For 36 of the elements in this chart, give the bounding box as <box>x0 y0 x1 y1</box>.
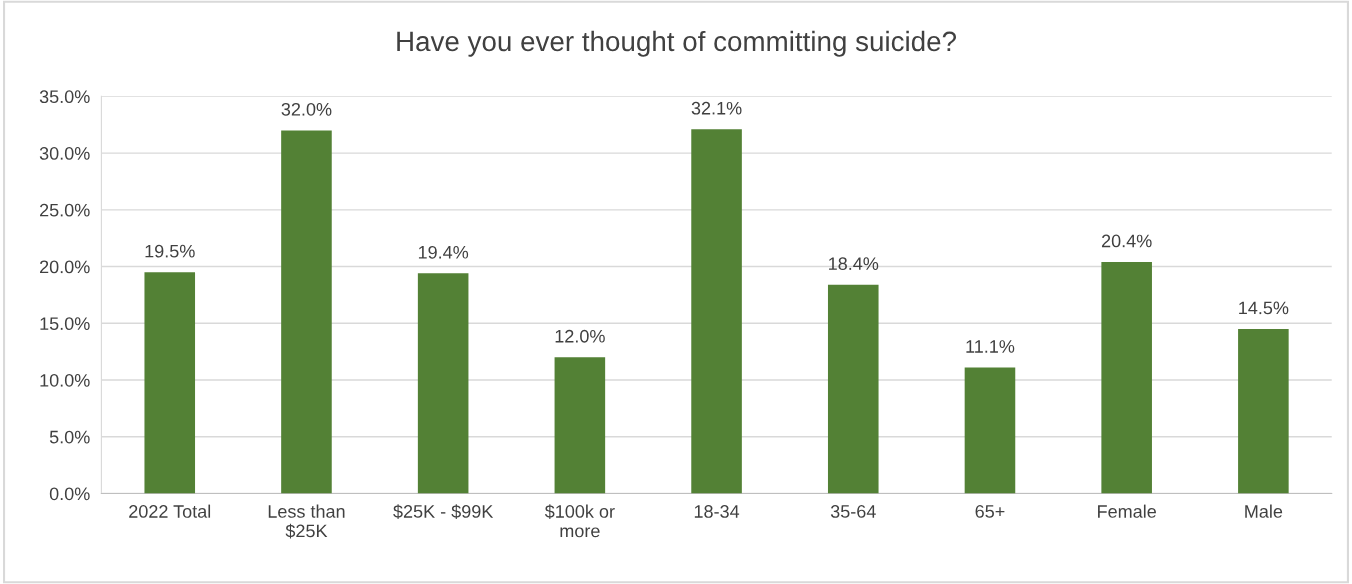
y-tick-label: 5.0% <box>49 430 90 444</box>
data-label: 32.0% <box>281 102 332 116</box>
data-label: 19.5% <box>145 244 195 258</box>
bar <box>144 272 196 494</box>
bar <box>281 130 332 494</box>
y-tick-label: 20.0% <box>40 260 90 274</box>
x-tick-label: $25K - $99K <box>393 504 494 519</box>
chart-title: Have you ever thought of committing suicide? <box>397 30 956 57</box>
data-label: 12.0% <box>555 329 605 343</box>
data-label: 11.1% <box>966 340 1015 353</box>
y-tick-label: 0.0% <box>49 487 90 501</box>
bar <box>417 273 469 494</box>
data-label: 32.1% <box>691 101 742 115</box>
data-label: 14.5% <box>1239 301 1289 315</box>
bar <box>1238 328 1289 494</box>
bar <box>827 284 879 494</box>
y-tick-label: 10.0% <box>40 373 90 387</box>
y-tick-label: 35.0% <box>39 90 90 104</box>
x-tick-label: Male <box>1245 504 1283 518</box>
x-tick-label: 35-64 <box>830 505 876 518</box>
data-label: 18.4% <box>829 257 879 271</box>
y-tick-label: 30.0% <box>39 147 90 160</box>
data-label: 20.4% <box>1101 234 1152 248</box>
x-tick-label: Less than $25K <box>268 504 345 539</box>
x-tick-label: $100k or more <box>544 504 615 538</box>
bar <box>1101 262 1152 494</box>
x-tick-label: 2022 Total <box>129 504 211 518</box>
x-tick-label: 18-34 <box>694 505 740 518</box>
x-tick-label: Female <box>1098 504 1156 518</box>
y-tick-label: 15.0% <box>40 317 90 331</box>
bar <box>554 357 606 494</box>
data-label: 19.4% <box>418 245 469 259</box>
x-tick-label: 65+ <box>975 505 1005 518</box>
y-tick-label: 25.0% <box>40 203 90 217</box>
bar <box>691 129 742 494</box>
bar <box>964 367 1016 494</box>
